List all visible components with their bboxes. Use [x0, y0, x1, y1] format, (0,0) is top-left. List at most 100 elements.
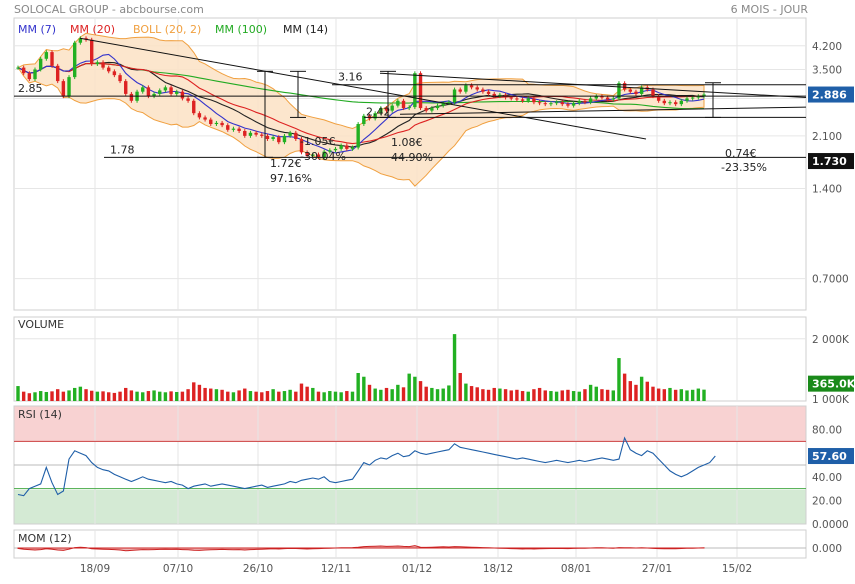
candle-body	[356, 124, 360, 148]
volume-bar	[237, 390, 241, 401]
candle-body	[305, 152, 309, 156]
mom-series	[14, 545, 806, 552]
volume-bar	[503, 389, 508, 401]
volume-bar	[492, 387, 496, 401]
rsi-badge: 57.60	[812, 450, 847, 463]
candle-body	[118, 75, 122, 82]
axis-labels: 4.2003.5002.8002.1001.4000.700018/0907/1…	[80, 41, 855, 575]
volume-bar	[526, 391, 530, 401]
volume-bar	[163, 392, 168, 401]
volume-bar	[379, 389, 383, 401]
volume-bar	[486, 389, 491, 401]
candle-body	[101, 62, 105, 68]
candle-body	[112, 71, 117, 76]
candle-body	[141, 87, 145, 92]
level-label-2-42: 2.42	[366, 105, 391, 118]
last-price-badge-bg	[808, 86, 854, 103]
volume-bar	[571, 391, 576, 401]
volume-bar	[209, 388, 213, 401]
candle-body	[622, 83, 627, 90]
volume-bar	[588, 384, 593, 401]
candle-body	[78, 38, 83, 43]
volume-bar	[679, 389, 684, 401]
chart-title: SOLOCAL GROUP - abcbourse.com	[14, 3, 204, 16]
volume-bar	[322, 392, 326, 401]
candle-body	[16, 67, 20, 69]
volume-badge: 365.0K	[812, 378, 855, 391]
volume-bar	[277, 391, 281, 401]
volume-bar	[537, 387, 542, 401]
candle-body	[486, 91, 491, 94]
legend-mm14: MM (14)	[283, 23, 328, 36]
volume-bar	[430, 387, 434, 401]
volume-bar	[254, 391, 258, 401]
volume-bar	[498, 388, 502, 401]
volume-bar	[78, 386, 83, 401]
volume-bar	[656, 388, 661, 401]
candle-body	[214, 122, 219, 125]
volume-bar	[243, 388, 247, 401]
volume-bar	[175, 391, 179, 401]
time-tick-label: 01/12	[402, 563, 432, 575]
candle-body	[515, 98, 519, 100]
volume-bar	[118, 391, 122, 401]
candle-body	[396, 100, 400, 106]
candle-body	[617, 83, 621, 99]
candle-body	[583, 100, 587, 103]
annotation-text: 97.16%	[270, 172, 312, 185]
candle-body	[543, 103, 547, 105]
volume-bar	[328, 391, 332, 401]
volume-bar	[180, 391, 185, 401]
volume-bar	[316, 391, 321, 401]
volume-bar	[622, 373, 627, 401]
rsi-tick-label: 40.00	[812, 472, 842, 484]
candle-body	[231, 128, 236, 130]
volume-bar	[265, 391, 270, 401]
volume-bar	[294, 391, 298, 401]
candle-body	[50, 52, 54, 66]
candle-body	[44, 52, 49, 59]
candle-body	[702, 94, 706, 97]
annotation-text: -1.05€	[300, 135, 335, 148]
volume-bar	[55, 389, 60, 401]
mm7-line	[17, 53, 705, 154]
candle-body	[447, 102, 451, 104]
annotation-text: -30.04%	[300, 150, 346, 163]
rsi-tick-label: 20.00	[812, 495, 842, 507]
volume-bar	[135, 391, 139, 401]
volume-bar	[634, 384, 638, 401]
volume-bar	[690, 389, 695, 401]
volume-bar	[662, 389, 667, 401]
volume-bar	[356, 373, 360, 401]
volume-bar	[424, 386, 428, 401]
candle-body	[469, 85, 474, 88]
candle-body	[345, 145, 349, 149]
trend-line-down	[79, 37, 647, 140]
volume-bar	[27, 393, 32, 401]
legend-mm100: MM (100)	[215, 23, 267, 36]
candle-body	[38, 58, 43, 70]
candle-body	[328, 150, 332, 152]
volume-bar	[628, 381, 632, 401]
volume-bar	[220, 389, 224, 401]
candle-body	[226, 125, 230, 130]
volume-bar	[594, 386, 598, 401]
volume-bar	[124, 387, 128, 401]
volume-bar	[418, 381, 423, 401]
candle-body	[532, 98, 536, 103]
volume-bar	[305, 386, 309, 401]
candle-body	[685, 98, 689, 101]
candle-body	[690, 97, 695, 99]
legend-mm7: MM (7)	[18, 23, 56, 36]
volume-bar	[464, 383, 468, 401]
candle-body	[248, 132, 253, 136]
rsi-overbought-zone	[14, 406, 806, 442]
volume-bar	[532, 389, 536, 401]
candle-body	[107, 67, 111, 72]
legend-boll: BOLL (20, 2)	[133, 23, 201, 36]
volume-bar	[566, 389, 570, 401]
candle-body	[600, 96, 604, 98]
candle-body	[237, 128, 241, 131]
